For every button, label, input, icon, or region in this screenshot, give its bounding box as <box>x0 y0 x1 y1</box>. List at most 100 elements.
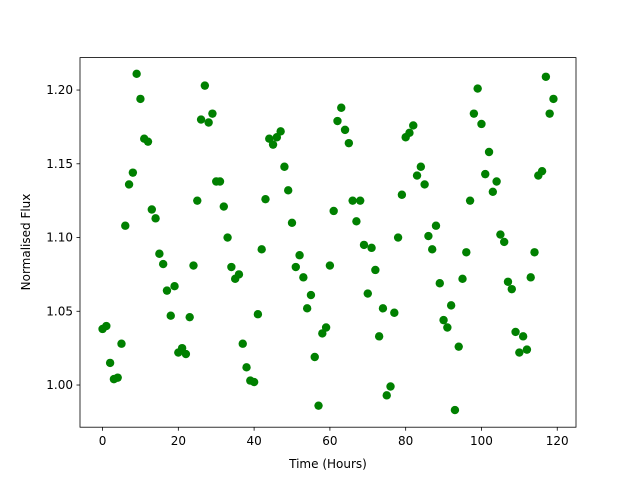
point <box>158 259 168 269</box>
point <box>363 289 372 298</box>
point <box>382 391 391 400</box>
point <box>541 72 551 81</box>
point <box>409 121 418 130</box>
point <box>287 218 297 227</box>
point <box>329 206 338 216</box>
y-tick-label: 1.15 <box>46 157 73 171</box>
point <box>507 284 516 294</box>
point <box>393 233 403 242</box>
point <box>371 265 380 275</box>
point <box>147 205 157 214</box>
point <box>166 311 175 320</box>
point <box>234 270 244 279</box>
y-tick-label: 1.00 <box>46 378 73 392</box>
point <box>189 261 198 270</box>
point <box>492 177 501 186</box>
y-axis-label: Normalised Flux <box>19 194 33 291</box>
point <box>124 180 134 189</box>
point <box>446 301 456 310</box>
point <box>416 162 426 171</box>
point <box>185 312 194 322</box>
plot-frame <box>79 57 577 428</box>
point <box>208 109 217 118</box>
point <box>219 202 228 211</box>
point <box>249 377 259 387</box>
point <box>530 248 539 257</box>
point <box>518 332 528 341</box>
point <box>321 323 331 332</box>
point <box>405 128 414 138</box>
point <box>143 137 153 146</box>
point <box>397 190 407 199</box>
point <box>352 217 361 226</box>
point <box>374 332 384 341</box>
point <box>367 243 376 253</box>
y-tick-label: 1.05 <box>46 304 73 318</box>
point <box>299 273 308 282</box>
point <box>200 81 210 90</box>
point <box>223 233 232 242</box>
point <box>242 363 251 372</box>
point <box>537 166 547 176</box>
point <box>276 127 285 136</box>
point <box>503 277 513 286</box>
point <box>424 231 433 241</box>
point <box>431 221 441 230</box>
point <box>204 118 213 127</box>
point <box>196 115 206 124</box>
point <box>170 282 179 291</box>
point <box>454 342 463 351</box>
point <box>515 348 524 357</box>
point <box>549 94 558 104</box>
point <box>348 196 357 205</box>
point <box>337 103 346 112</box>
point <box>215 177 225 186</box>
point <box>132 69 141 79</box>
point <box>306 290 316 300</box>
point <box>473 84 482 93</box>
point <box>302 304 312 313</box>
point <box>511 327 520 337</box>
point <box>450 405 460 415</box>
point <box>128 168 138 177</box>
y-tick-label: 1.20 <box>46 83 73 97</box>
point <box>545 109 554 118</box>
point <box>465 196 475 205</box>
x-tick-label: 120 <box>546 434 569 448</box>
point <box>105 358 115 368</box>
point <box>102 321 111 331</box>
point <box>481 169 490 179</box>
point <box>443 323 452 332</box>
point <box>462 248 471 257</box>
point <box>484 147 494 157</box>
point <box>458 274 467 284</box>
point <box>439 315 448 325</box>
point <box>420 180 429 189</box>
point <box>162 286 172 295</box>
point <box>333 116 342 126</box>
point <box>496 230 505 239</box>
point <box>469 109 479 118</box>
point <box>227 262 236 272</box>
point <box>412 171 422 180</box>
point <box>295 251 304 260</box>
point <box>257 245 266 254</box>
point <box>253 310 263 319</box>
x-tick-label: 20 <box>171 434 186 448</box>
point <box>344 138 354 148</box>
point <box>280 162 289 171</box>
point <box>522 345 532 354</box>
x-axis-label: Time (Hours) <box>288 457 367 471</box>
point <box>284 186 293 195</box>
point <box>113 373 122 382</box>
point <box>386 382 395 391</box>
point <box>390 308 399 317</box>
point <box>499 237 509 247</box>
point <box>526 273 535 282</box>
point <box>435 279 444 288</box>
point <box>155 249 164 258</box>
point <box>477 119 486 129</box>
x-tick-label: 60 <box>322 434 337 448</box>
point <box>136 94 145 104</box>
